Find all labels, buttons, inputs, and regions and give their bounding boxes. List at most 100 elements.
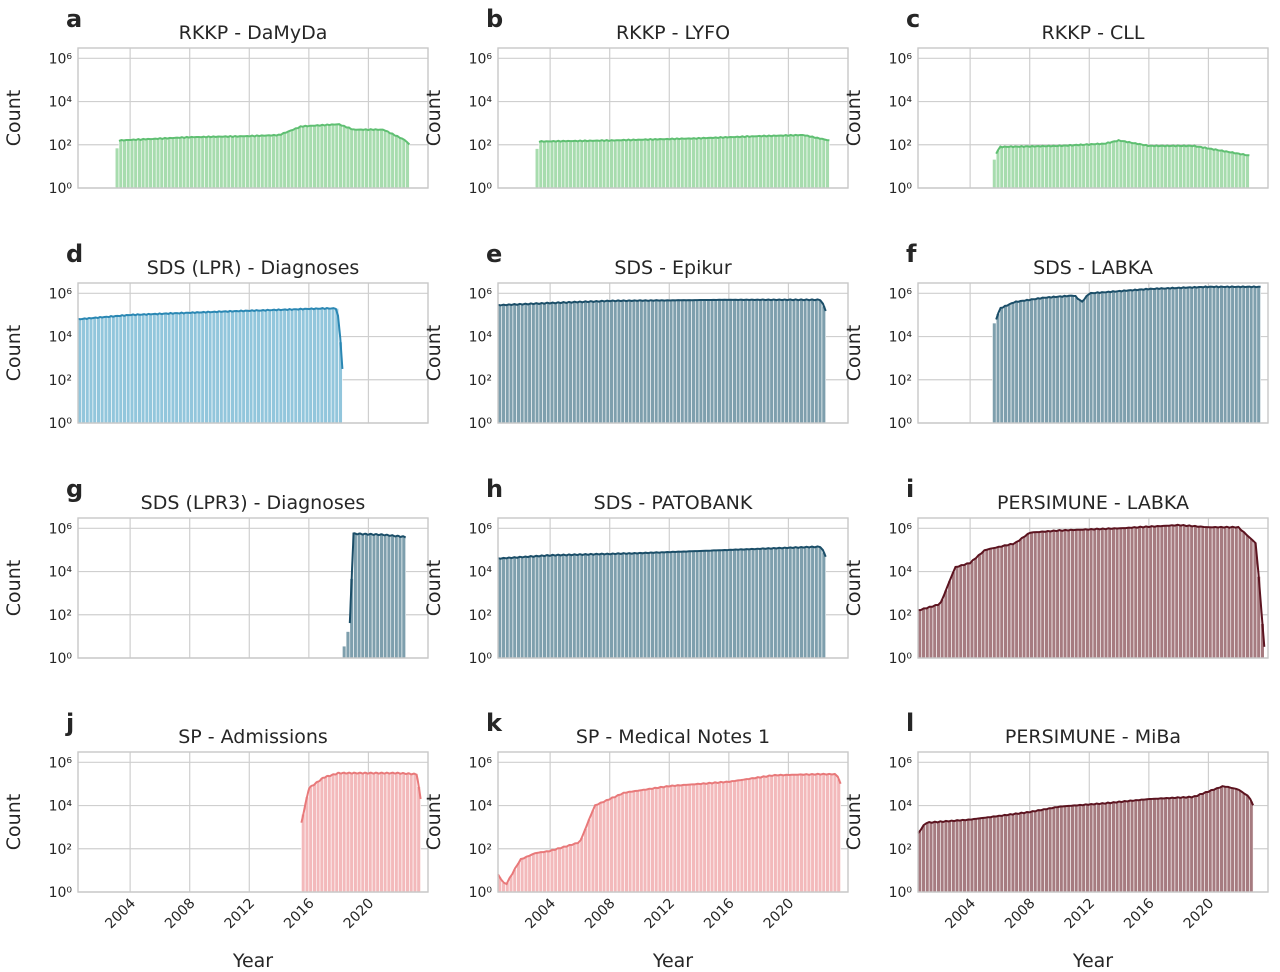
bar <box>601 300 607 424</box>
x-tick-label: 2008 <box>582 896 619 933</box>
bar <box>575 301 581 424</box>
bar <box>747 778 752 893</box>
bar <box>698 299 704 424</box>
bar <box>1167 145 1172 189</box>
bar <box>338 124 343 189</box>
bar <box>628 791 633 893</box>
bar <box>750 777 756 893</box>
bar <box>308 308 313 424</box>
panel-a: 10⁰ 10² 10⁴ 10⁶ Count RKKP - DaMyDa a <box>3 5 429 197</box>
bar <box>237 135 243 189</box>
bar <box>799 134 804 189</box>
bar <box>230 310 235 424</box>
bar <box>624 139 629 189</box>
bar <box>1103 291 1109 424</box>
bar <box>1033 145 1038 189</box>
bar <box>695 783 700 893</box>
bar <box>338 772 343 893</box>
bar <box>762 548 767 659</box>
bar <box>263 309 269 424</box>
bar <box>784 547 789 659</box>
bar <box>383 130 388 189</box>
bar <box>613 300 618 424</box>
x-tick-label: 2016 <box>701 895 738 932</box>
bar <box>560 140 566 189</box>
bar <box>234 136 239 189</box>
bar <box>185 136 191 189</box>
bar <box>676 138 681 189</box>
bar <box>215 136 220 189</box>
y-tick-label: 10⁰ <box>49 181 73 197</box>
bar <box>1152 288 1157 424</box>
bar <box>1226 151 1232 189</box>
bar <box>368 534 373 659</box>
bar <box>951 820 956 893</box>
bar <box>657 552 663 659</box>
bar <box>624 553 629 659</box>
y-tick-label: 10⁶ <box>49 521 73 537</box>
bar <box>527 556 532 659</box>
bar <box>791 299 797 424</box>
plot-frame <box>77 751 429 893</box>
bar <box>639 552 644 659</box>
bar <box>140 139 146 189</box>
bar <box>297 126 302 189</box>
bar <box>780 547 786 659</box>
bar <box>1208 286 1213 424</box>
bar <box>1070 805 1075 893</box>
bar <box>330 308 336 424</box>
bar <box>234 310 239 424</box>
bar <box>122 139 127 189</box>
bar <box>1196 794 1202 893</box>
bar <box>605 300 611 424</box>
bar <box>1085 144 1090 189</box>
bar <box>312 125 317 189</box>
bar <box>1137 526 1142 659</box>
bar <box>1204 526 1209 659</box>
bar <box>204 311 209 424</box>
bar <box>342 645 347 659</box>
bar <box>327 308 332 424</box>
bar <box>628 139 633 189</box>
bar <box>1223 286 1228 424</box>
bar <box>1141 289 1146 424</box>
bar <box>954 566 960 659</box>
bar <box>1155 798 1161 893</box>
bar <box>1021 146 1027 189</box>
panel-h: 10⁰ 10² 10⁴ 10⁶ Count SDS - PATOBANK h <box>423 475 849 667</box>
bar <box>631 553 637 659</box>
bar <box>222 136 228 189</box>
bar <box>1103 528 1109 659</box>
bar <box>1018 146 1023 189</box>
bar <box>1081 144 1086 189</box>
panel-title: PERSIMUNE - MiBa <box>1005 726 1181 748</box>
bar <box>1193 287 1198 424</box>
bar <box>657 138 663 189</box>
bar <box>356 533 362 659</box>
bar <box>646 552 651 659</box>
bar <box>523 856 529 893</box>
bar <box>1055 145 1060 189</box>
y-axis-label: Count <box>3 90 25 146</box>
y-tick-label: 10⁴ <box>469 565 493 581</box>
bar <box>650 552 655 659</box>
panel-f: 10⁰ 10² 10⁴ 10⁶ Count SDS - LABKA f <box>843 240 1269 432</box>
bar <box>200 311 205 424</box>
bar <box>1070 295 1075 424</box>
bar <box>401 773 406 893</box>
panel-title: SP - Medical Notes 1 <box>576 726 770 748</box>
bar <box>635 552 640 659</box>
bar <box>639 300 644 424</box>
bar <box>717 137 722 189</box>
bar <box>360 129 366 189</box>
bar <box>85 318 90 424</box>
bar <box>646 788 651 893</box>
plot-frame <box>497 282 849 424</box>
bar <box>958 565 963 659</box>
panel-title: SDS - Epikur <box>614 257 731 279</box>
bar <box>773 547 778 659</box>
bar <box>984 549 990 659</box>
bar <box>925 607 930 659</box>
bar <box>289 309 295 424</box>
bar <box>1085 529 1090 659</box>
